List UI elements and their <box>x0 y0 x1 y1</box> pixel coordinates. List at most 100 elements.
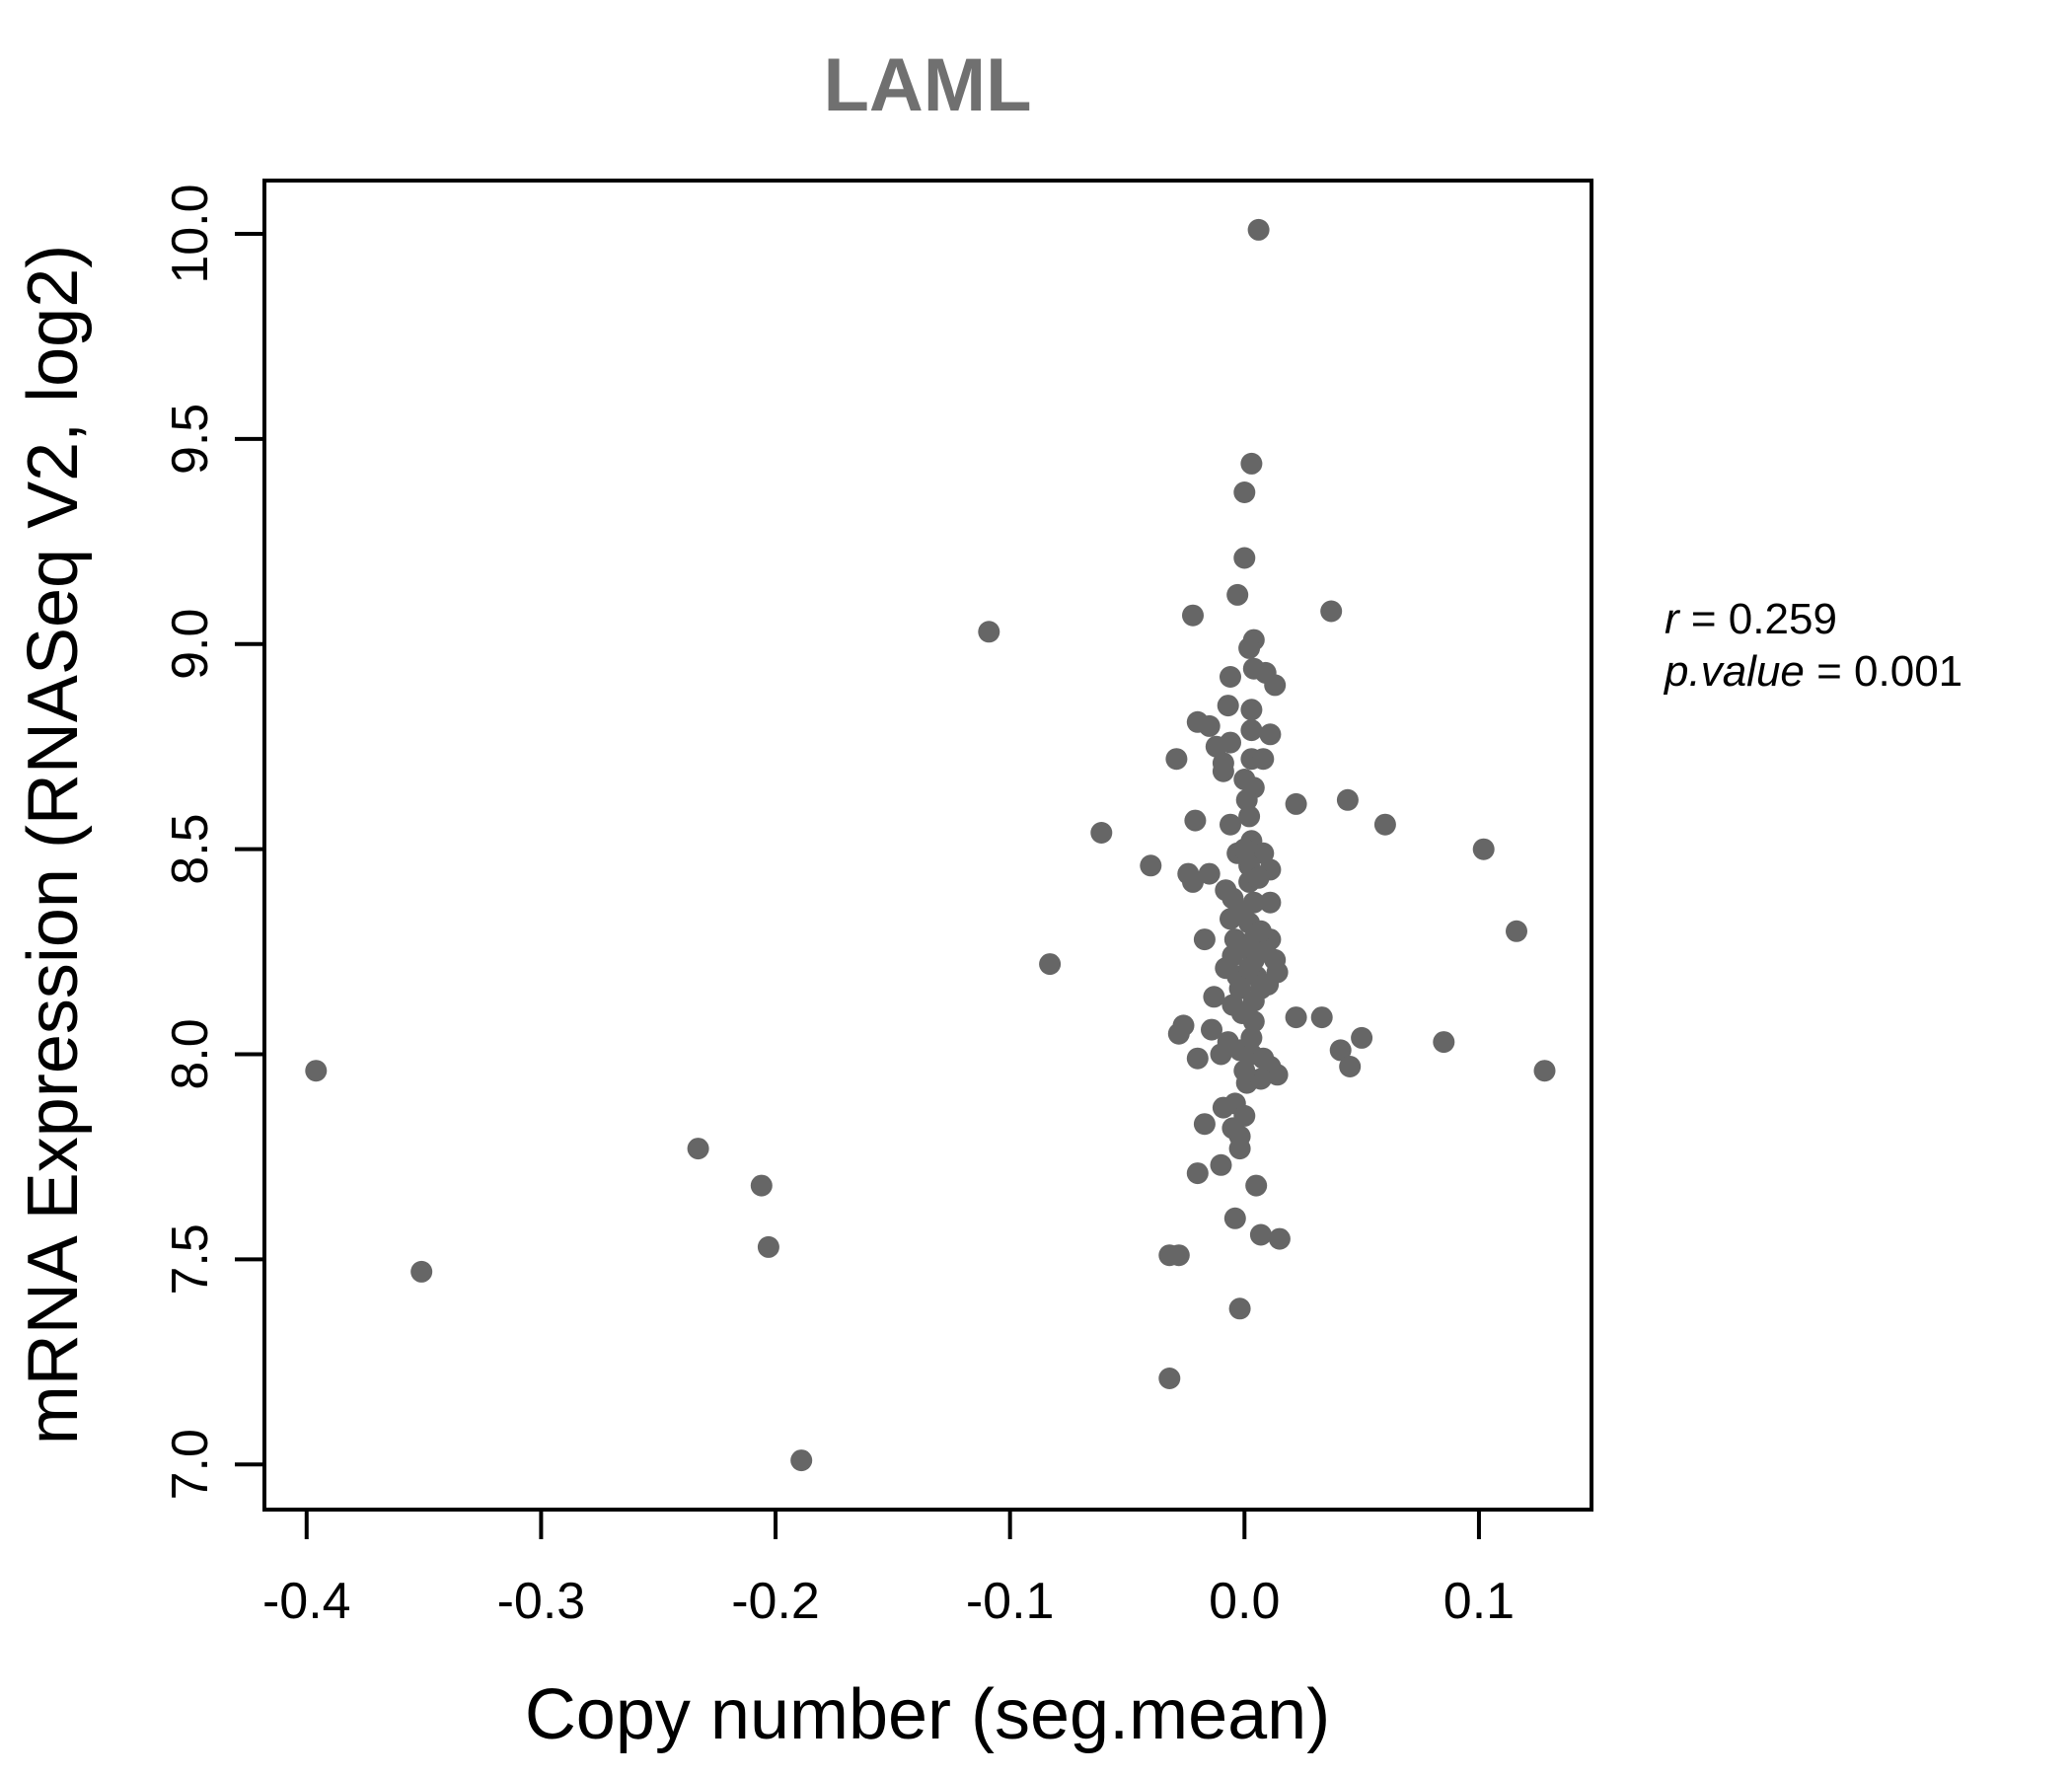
plot-box <box>262 179 1593 1512</box>
data-point <box>1233 547 1256 569</box>
y-tick-label: 9.0 <box>162 609 219 680</box>
data-point <box>1336 788 1359 811</box>
data-point <box>1266 1064 1289 1086</box>
data-point <box>978 621 1000 643</box>
data-point <box>1240 719 1263 742</box>
data-point <box>1217 1031 1239 1054</box>
data-point <box>1252 748 1275 771</box>
data-point <box>1259 723 1282 746</box>
data-point <box>1203 986 1225 1008</box>
data-point <box>1230 1002 1253 1024</box>
chart-title: LAML <box>823 43 1031 127</box>
data-point <box>1249 920 1272 942</box>
data-point <box>1247 866 1270 889</box>
annotation-pvalue: p.value = 0.001 <box>1663 647 1962 696</box>
data-point <box>1182 604 1204 627</box>
data-point <box>757 1235 779 1258</box>
x-axis: -0.4 -0.3 -0.2 -0.1 0.0 0.1 <box>262 1510 1515 1630</box>
data-point <box>1233 481 1256 503</box>
y-tick-label: 7.0 <box>162 1429 219 1500</box>
data-point <box>1264 674 1287 697</box>
data-point <box>1228 900 1251 922</box>
data-point <box>1247 218 1270 241</box>
data-point <box>1245 1174 1268 1197</box>
data-point <box>1310 1006 1333 1029</box>
x-tick-label: -0.1 <box>966 1573 1055 1630</box>
data-point <box>1268 1227 1291 1250</box>
data-point <box>1249 1223 1272 1246</box>
data-point <box>1285 792 1307 815</box>
data-point <box>1252 842 1275 864</box>
data-point <box>1233 1060 1256 1082</box>
y-axis: 7.0 7.5 8.0 8.5 9.0 9.5 10.0 <box>162 184 264 1500</box>
x-tick-label: -0.2 <box>731 1573 820 1630</box>
data-point <box>1167 1244 1190 1267</box>
data-point <box>1233 838 1256 860</box>
data-point <box>1230 936 1253 959</box>
data-point <box>305 1060 328 1082</box>
data-point <box>1373 813 1396 836</box>
data-point <box>1215 957 1237 980</box>
y-tick-label: 9.5 <box>162 404 219 475</box>
data-point <box>1285 1006 1307 1029</box>
data-point <box>1165 748 1188 771</box>
data-point <box>1184 809 1207 832</box>
data-point <box>1533 1060 1556 1082</box>
data-point <box>1238 636 1261 659</box>
data-point <box>1212 760 1234 782</box>
data-point <box>1210 1153 1232 1176</box>
data-point <box>1182 870 1204 893</box>
y-tick-label: 8.0 <box>162 1018 219 1089</box>
data-point <box>687 1138 709 1160</box>
annotation-r-value: = 0.259 <box>1679 595 1837 643</box>
data-point <box>1198 862 1221 885</box>
data-point <box>1329 1039 1352 1062</box>
data-point <box>1039 953 1062 976</box>
data-points <box>305 218 1556 1472</box>
data-point <box>1140 854 1162 877</box>
data-point <box>1238 805 1261 828</box>
y-axis-label: mRNA Expression (RNASeq V2, log2) <box>14 245 93 1444</box>
data-point <box>790 1449 813 1472</box>
data-point <box>1339 1056 1362 1077</box>
data-point <box>1235 788 1258 811</box>
data-point <box>1238 957 1261 980</box>
data-point <box>1220 813 1241 836</box>
data-point <box>1226 583 1249 606</box>
data-point <box>1223 1207 1246 1229</box>
data-point <box>1217 695 1239 717</box>
annotation-pvalue-value: = 0.001 <box>1805 647 1962 696</box>
data-point <box>1240 452 1263 475</box>
data-point <box>1220 666 1241 688</box>
x-tick-label: 0.0 <box>1209 1573 1280 1630</box>
data-point <box>1186 1047 1209 1070</box>
data-point <box>1186 1162 1209 1185</box>
data-point <box>1506 920 1527 942</box>
data-point <box>1259 891 1282 914</box>
annotation-r: r = 0.259 <box>1665 595 1837 643</box>
y-tick-label: 10.0 <box>162 184 219 283</box>
data-point <box>1257 973 1280 996</box>
data-point <box>1254 940 1277 963</box>
x-tick-label: 0.1 <box>1443 1573 1515 1630</box>
data-point <box>1228 978 1251 999</box>
data-point <box>1351 1026 1373 1049</box>
y-tick-label: 7.5 <box>162 1223 219 1295</box>
y-tick-label: 8.5 <box>162 814 219 885</box>
data-point <box>1433 1031 1455 1054</box>
data-point <box>410 1260 433 1283</box>
data-point <box>1205 735 1227 758</box>
annotation-pvalue-symbol: p.value <box>1663 647 1805 696</box>
data-point <box>1240 1026 1263 1049</box>
data-point <box>1320 600 1343 623</box>
data-point <box>1193 1113 1216 1136</box>
x-tick-label: -0.3 <box>497 1573 586 1630</box>
annotation-r-symbol: r <box>1665 595 1681 643</box>
data-point <box>1201 1018 1222 1041</box>
data-point <box>1472 838 1495 860</box>
data-point <box>1193 928 1216 951</box>
data-point <box>1228 1138 1251 1160</box>
data-point <box>1198 714 1221 737</box>
